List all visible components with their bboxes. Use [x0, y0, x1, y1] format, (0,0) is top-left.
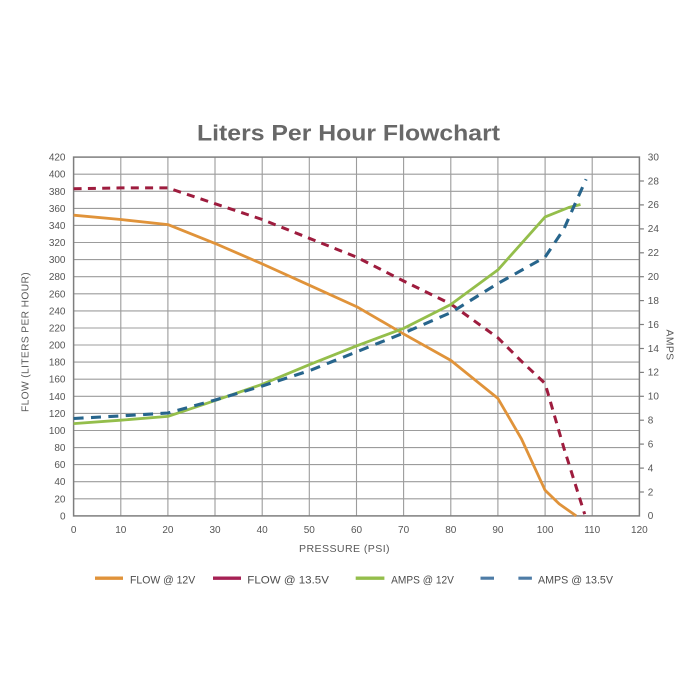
svg-text:12: 12 — [648, 368, 660, 379]
svg-text:24: 24 — [648, 224, 660, 235]
svg-text:26: 26 — [648, 200, 660, 211]
svg-text:380: 380 — [49, 187, 66, 198]
svg-text:28: 28 — [648, 176, 660, 187]
svg-text:340: 340 — [49, 221, 66, 232]
svg-text:10: 10 — [115, 525, 127, 536]
svg-text:2: 2 — [648, 487, 654, 498]
svg-text:Liters Per Hour Flowchart: Liters Per Hour Flowchart — [197, 121, 501, 146]
svg-text:FLOW @ 12V: FLOW @ 12V — [130, 575, 196, 587]
svg-text:18: 18 — [648, 296, 660, 307]
svg-text:120: 120 — [49, 409, 66, 420]
svg-text:20: 20 — [54, 494, 66, 505]
svg-text:40: 40 — [257, 525, 269, 536]
svg-text:50: 50 — [304, 525, 316, 536]
svg-text:90: 90 — [492, 525, 504, 536]
svg-text:80: 80 — [445, 525, 457, 536]
svg-text:240: 240 — [49, 306, 66, 317]
svg-text:70: 70 — [398, 525, 410, 536]
svg-text:220: 220 — [49, 324, 66, 335]
svg-text:140: 140 — [49, 392, 66, 403]
svg-text:22: 22 — [648, 248, 660, 259]
svg-text:FLOW @ 13.5V: FLOW @ 13.5V — [247, 575, 329, 587]
svg-text:20: 20 — [648, 272, 660, 283]
svg-text:400: 400 — [49, 170, 66, 181]
svg-text:AMPS @ 13.5V: AMPS @ 13.5V — [538, 575, 614, 587]
svg-text:100: 100 — [49, 426, 66, 437]
svg-text:30: 30 — [648, 152, 660, 163]
svg-text:AMPS @ 12V: AMPS @ 12V — [391, 575, 455, 587]
svg-text:40: 40 — [54, 477, 66, 488]
svg-text:160: 160 — [49, 375, 66, 386]
svg-text:FLOW (LITERS PER HOUR): FLOW (LITERS PER HOUR) — [21, 272, 32, 412]
svg-text:14: 14 — [648, 344, 660, 355]
svg-text:PRESSURE (PSI): PRESSURE (PSI) — [299, 544, 390, 555]
svg-text:60: 60 — [351, 525, 363, 536]
svg-text:20: 20 — [162, 525, 174, 536]
svg-text:100: 100 — [537, 525, 554, 536]
svg-text:4: 4 — [648, 463, 654, 474]
svg-text:AMPS: AMPS — [664, 330, 675, 361]
svg-text:10: 10 — [648, 392, 660, 403]
svg-text:320: 320 — [49, 238, 66, 249]
svg-text:360: 360 — [49, 204, 66, 215]
svg-text:300: 300 — [49, 255, 66, 266]
svg-text:180: 180 — [49, 358, 66, 369]
svg-text:260: 260 — [49, 289, 66, 300]
svg-text:6: 6 — [648, 439, 654, 450]
svg-text:60: 60 — [54, 460, 66, 471]
svg-text:0: 0 — [648, 511, 654, 522]
svg-text:8: 8 — [648, 416, 654, 427]
svg-text:110: 110 — [584, 525, 600, 536]
svg-text:16: 16 — [648, 320, 660, 331]
svg-text:420: 420 — [49, 153, 66, 164]
svg-text:120: 120 — [631, 525, 648, 536]
svg-text:280: 280 — [49, 272, 66, 283]
svg-text:80: 80 — [54, 443, 66, 454]
svg-text:200: 200 — [49, 341, 66, 352]
svg-text:0: 0 — [71, 525, 77, 536]
svg-text:0: 0 — [60, 511, 66, 522]
svg-text:30: 30 — [209, 525, 221, 536]
